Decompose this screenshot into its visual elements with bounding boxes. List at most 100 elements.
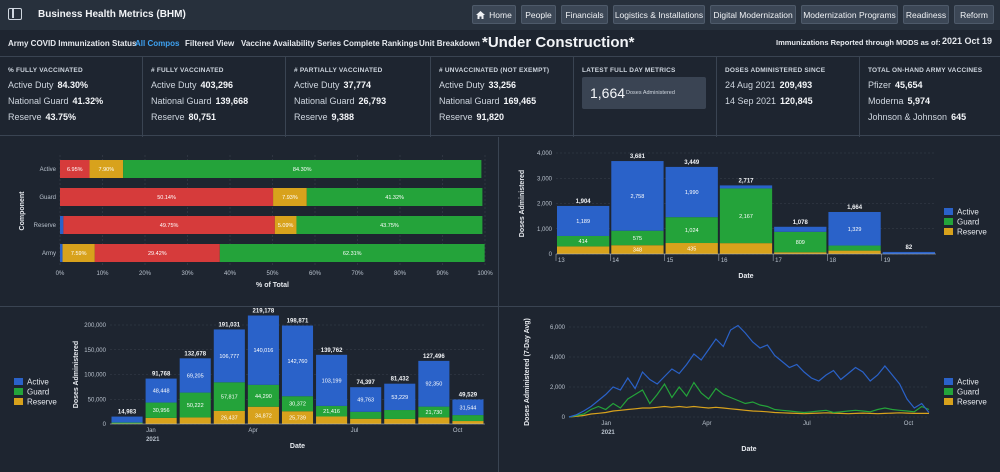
- total-label: 132,678: [184, 351, 206, 357]
- tab-filtered-view[interactable]: Filtered View: [185, 39, 235, 48]
- x-tick-label: Apr: [248, 428, 257, 434]
- x-tick-label: Jul: [351, 428, 359, 434]
- tab-unit-breakdown[interactable]: Unit Breakdown: [419, 39, 480, 48]
- mods-date: 2021 Oct 19: [942, 36, 993, 46]
- x-tick-label: Jan: [146, 428, 156, 434]
- total-label: 3,449: [684, 160, 700, 166]
- kpi-title: TOTAL ON-HAND ARMY VACCINES: [868, 67, 983, 74]
- y-tick-label: Guard: [39, 195, 56, 201]
- kpi-value: 9,388: [331, 112, 355, 122]
- data-label: 809: [796, 240, 805, 246]
- kpi-label: Pfizer: [868, 80, 892, 90]
- bar-segment: [94, 244, 220, 262]
- tab-immunization-status[interactable]: Army COVID Immunization Status: [8, 39, 137, 48]
- kpi-label: Moderna: [868, 96, 904, 106]
- bar-segment: [123, 160, 482, 178]
- bar-segment: [60, 160, 90, 178]
- bar-segment-guard: [452, 415, 484, 422]
- data-label: 34,872: [255, 413, 272, 419]
- x-tick-label: 100%: [477, 271, 493, 277]
- kpi-row: Reserve 80,751: [151, 112, 216, 122]
- nav-home-button[interactable]: Home: [472, 5, 516, 24]
- kpi-label: Reserve: [151, 112, 185, 122]
- data-label: 106,777: [219, 354, 239, 360]
- bar-segment-active: [828, 211, 881, 246]
- legend-label-active: Active: [27, 378, 49, 387]
- legend-swatch-active: [944, 378, 953, 385]
- kpi-value: 169,465: [503, 96, 537, 106]
- kpi-label: Reserve: [294, 112, 328, 122]
- panel-toggle-icon[interactable]: [8, 8, 22, 20]
- x-year-label: 2021: [601, 430, 615, 436]
- tab-all-compos[interactable]: All Compos: [135, 39, 180, 48]
- bar-segment-active: [247, 315, 279, 385]
- bar-segment-reserve: [452, 421, 484, 424]
- x-tick-label: 10%: [96, 271, 109, 277]
- total-label: 81,432: [391, 377, 410, 383]
- x-tick-label: 30%: [181, 271, 194, 277]
- bar-segment-reserve: [145, 417, 177, 424]
- kpi-label: 14 Sep 2021: [725, 96, 777, 106]
- data-label: 7.93%: [282, 195, 298, 201]
- nav-digital-button[interactable]: Digital Modernization: [710, 5, 796, 24]
- x-tick-label: Jan: [601, 421, 611, 427]
- tab-series-rankings[interactable]: Series Complete Rankings: [317, 39, 418, 48]
- kpi-label: Reserve: [8, 112, 42, 122]
- data-label: 50,222: [187, 403, 204, 409]
- kpi-row: 24 Aug 2021 209,493: [725, 80, 812, 90]
- nav-people-button[interactable]: People: [521, 5, 556, 24]
- kpi-row: National Guard 41.32%: [8, 96, 103, 106]
- legend-label-reserve: Reserve: [957, 398, 987, 407]
- nav-logistics-button[interactable]: Logistics & Installations: [613, 5, 705, 24]
- bar-segment-active: [350, 387, 382, 412]
- legend-swatch-reserve: [944, 398, 953, 405]
- kpi-label: Johnson & Johnson: [868, 112, 948, 122]
- data-label: 2,758: [631, 194, 645, 200]
- total-label: 198,871: [287, 319, 309, 325]
- bar-segment-active: [213, 329, 245, 383]
- nav-reform-button[interactable]: Reform: [954, 5, 994, 24]
- data-label: 25,739: [289, 416, 306, 422]
- bar-segment-guard: [213, 382, 245, 411]
- kpi-row: National Guard 169,465: [439, 96, 536, 106]
- bar-segment-active: [418, 360, 450, 407]
- data-label: 53,229: [391, 395, 408, 401]
- nav-programs-button[interactable]: Modernization Programs: [801, 5, 898, 24]
- nav-financials-button[interactable]: Financials: [561, 5, 608, 24]
- x-tick-label: Oct: [453, 428, 463, 434]
- y-tick-label: 3,000: [537, 176, 553, 182]
- data-label: 31,544: [460, 405, 477, 411]
- kpi-label: National Guard: [151, 96, 212, 106]
- tab-vaccine-availability[interactable]: Vaccine Availability: [241, 39, 315, 48]
- x-tick-label: 19: [884, 258, 891, 264]
- x-tick-label: Oct: [904, 421, 914, 427]
- x-tick-label: 20%: [139, 271, 152, 277]
- bar-segment-reserve: [350, 418, 382, 424]
- app-title: Business Health Metrics (BHM): [38, 9, 186, 20]
- x-tick-label: 13: [558, 258, 565, 264]
- x-tick-label: 70%: [351, 271, 364, 277]
- y-axis-title: Component: [19, 191, 26, 231]
- bar-segment-guard: [350, 411, 382, 419]
- kpi-value: 5,974: [907, 96, 931, 106]
- y-tick-label: 2,000: [550, 385, 566, 391]
- y-axis-title: Doses Administered: [73, 341, 80, 408]
- kpi-label: 24 Aug 2021: [725, 80, 776, 90]
- data-label: 142,760: [288, 359, 308, 365]
- nav-readiness-button[interactable]: Readiness: [903, 5, 949, 24]
- kpi-title: # UNVACCINATED (NOT EXEMPT): [439, 67, 550, 74]
- bar-segment-active: [882, 251, 935, 254]
- data-label: 84.30%: [293, 167, 312, 173]
- legend-label-guard: Guard: [27, 388, 49, 397]
- y-tick-label: 100,000: [84, 373, 106, 379]
- bar-segment-active: [611, 161, 664, 231]
- bar-segment-guard: [719, 188, 773, 244]
- kpi-value: 80,751: [188, 112, 217, 122]
- kpi-label: National Guard: [8, 96, 69, 106]
- bar-segment-guard: [665, 217, 718, 244]
- bar-segment: [219, 244, 485, 262]
- data-label: 49,763: [357, 397, 374, 403]
- x-tick-label: Apr: [702, 421, 711, 427]
- kpi-value: 645: [951, 112, 967, 122]
- nav-home-label: Home: [489, 9, 512, 20]
